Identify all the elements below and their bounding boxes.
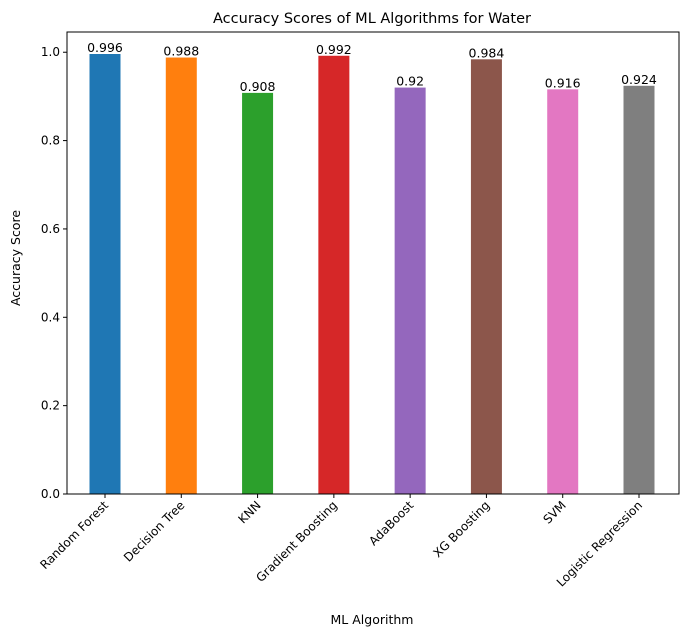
x-tick-label: AdaBoost <box>366 498 416 548</box>
x-tick-label: XG Boosting <box>430 498 492 560</box>
bar-value-label: 0.924 <box>621 72 657 87</box>
bars-group <box>89 54 655 495</box>
bar-value-label: 0.92 <box>396 74 424 89</box>
x-tick-label: Decision Tree <box>121 498 187 564</box>
y-tick-label: 0.0 <box>41 487 60 501</box>
bar-value-label: 0.984 <box>469 45 505 60</box>
x-axis-label: ML Algorithm <box>331 612 414 627</box>
y-tick-label: 1.0 <box>41 45 60 59</box>
bar-gradient-boosting <box>318 55 350 495</box>
bar-value-label: 0.996 <box>87 40 123 55</box>
bar-value-label: 0.988 <box>163 44 199 59</box>
y-tick-label: 0.4 <box>41 310 60 324</box>
bar-value-label: 0.916 <box>545 75 581 90</box>
bar-svm <box>547 89 579 494</box>
bar-decision-tree <box>165 57 197 494</box>
chart-title: Accuracy Scores of ML Algorithms for Wat… <box>213 11 531 27</box>
y-axis-label: Accuracy Score <box>8 210 23 306</box>
bar-xg-boosting <box>470 59 502 495</box>
x-tick-label: Gradient Boosting <box>253 498 340 585</box>
bar-adaboost <box>394 87 426 494</box>
bar-logistic-regression <box>623 85 655 494</box>
y-tick-label: 0.8 <box>41 134 60 148</box>
y-tick-label: 0.2 <box>41 399 60 413</box>
bar-value-label: 0.908 <box>240 79 276 94</box>
x-tick-label: Random Forest <box>37 498 111 572</box>
bar-value-label: 0.992 <box>316 42 352 57</box>
bar-knn <box>242 92 274 494</box>
y-axis-ticks: 0.0 0.2 0.4 0.6 0.8 1.0 <box>41 45 67 501</box>
bar-value-labels: 0.996 0.988 0.908 0.992 0.92 0.984 0.916 0.924 <box>87 40 657 94</box>
plot-frame <box>66 31 680 495</box>
x-tick-label: KNN <box>236 498 264 526</box>
x-tick-label: SVM <box>540 498 568 526</box>
bar-random-forest <box>89 54 121 494</box>
y-tick-label: 0.6 <box>41 222 60 236</box>
x-tick-label: Logistic Regression <box>554 498 645 589</box>
